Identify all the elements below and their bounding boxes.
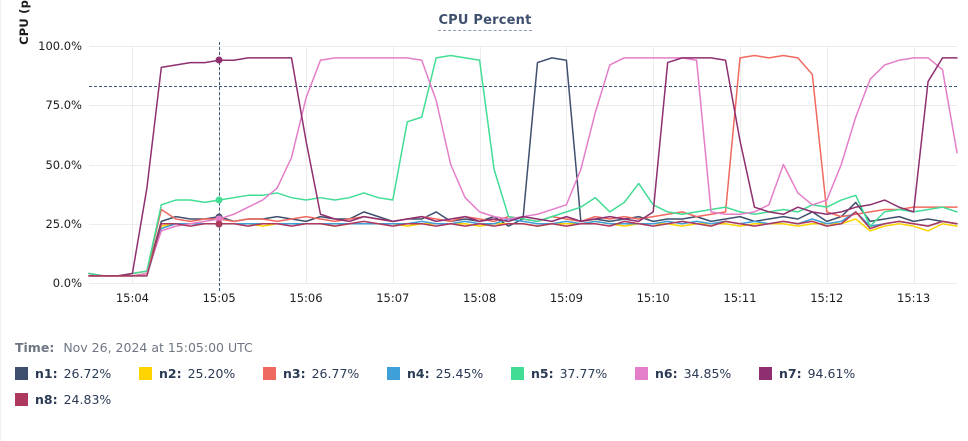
legend-series-name: n2: <box>159 366 182 381</box>
legend-item-n4[interactable]: n4: 25.45% <box>387 366 511 381</box>
legend-series-name: n5: <box>531 366 554 381</box>
legend-swatch-icon <box>15 393 28 406</box>
threshold-line <box>89 86 957 88</box>
gridline-vertical <box>826 46 828 283</box>
legend-series-name: n3: <box>283 366 306 381</box>
x-axis-tick-label: 15:08 <box>463 291 497 305</box>
legend-item-n8[interactable]: n8: 24.83% <box>15 392 139 407</box>
legend-series-value: 34.85% <box>683 366 732 381</box>
cursor-marker-n8 <box>215 220 223 228</box>
x-axis-tick-label: 15:09 <box>549 291 583 305</box>
time-label: Time: <box>15 340 55 355</box>
x-axis-tick-label: 15:10 <box>636 291 670 305</box>
x-axis-tick-label: 15:05 <box>202 291 236 305</box>
legend-swatch-icon <box>15 367 28 380</box>
legend-series-value: 37.77% <box>559 366 608 381</box>
time-row: Time: Nov 26, 2024 at 15:05:00 UTC <box>15 340 959 355</box>
cursor-marker-n5 <box>215 196 223 204</box>
legend-item-n5[interactable]: n5: 37.77% <box>511 366 635 381</box>
legend: n1: 26.72% n2: 25.20% n3: 26.77% n4: 25.45% n5: 3… <box>15 366 959 407</box>
y-axis-tick-label: 75.0% <box>45 98 82 113</box>
cursor-marker-n6 <box>215 215 223 223</box>
legend-series-name: n4: <box>407 366 430 381</box>
gridline-horizontal <box>89 46 957 47</box>
plot-area[interactable]: CPU (percentage) 0.0% 25.0% 50.0% 75.0% 100.… <box>17 0 958 305</box>
x-axis-tick-label: 15:12 <box>810 291 844 305</box>
legend-series-value: 24.83% <box>63 392 112 407</box>
legend-swatch-icon <box>139 367 152 380</box>
series-line-n8 <box>88 211 958 277</box>
x-axis-tick-label: 15:11 <box>723 291 757 305</box>
legend-swatch-icon <box>759 367 772 380</box>
x-axis-tick-label: 15:07 <box>376 291 410 305</box>
page-title: CPU Percent <box>1 13 968 31</box>
legend-swatch-icon <box>511 367 524 380</box>
legend-series-name: n8: <box>35 392 58 407</box>
gridline-vertical <box>306 46 307 283</box>
legend-swatch-icon <box>387 367 400 380</box>
time-value: Nov 26, 2024 at 15:05:00 UTC <box>63 340 253 355</box>
series-line-n3 <box>88 54 958 277</box>
y-axis-tick-label: 50.0% <box>45 157 82 172</box>
legend-item-n3[interactable]: n3: 26.77% <box>263 366 387 381</box>
gridline-vertical <box>653 46 655 283</box>
legend-swatch-icon <box>635 367 648 380</box>
legend-series-value: 26.72% <box>63 366 112 381</box>
legend-item-n2[interactable]: n2: 25.20% <box>139 366 263 381</box>
series-line-n7 <box>88 57 958 277</box>
gridline-vertical <box>913 46 915 283</box>
y-axis-tick-label: 100.0% <box>38 39 82 53</box>
gridline-horizontal <box>89 283 957 284</box>
legend-item-n6[interactable]: n6: 34.85% <box>635 366 759 381</box>
series-line-n2 <box>88 218 958 277</box>
cursor-marker-n7 <box>215 56 223 64</box>
legend-item-n7[interactable]: n7: 94.61% <box>759 366 883 381</box>
gridline-vertical <box>566 46 568 283</box>
legend-swatch-icon <box>263 367 276 380</box>
legend-series-name: n1: <box>35 366 58 381</box>
gridline-vertical <box>132 46 134 283</box>
legend-series-name: n6: <box>655 366 678 381</box>
chart-title-text: CPU Percent <box>438 13 532 31</box>
legend-series-name: n7: <box>779 366 802 381</box>
legend-series-value: 25.45% <box>435 366 484 381</box>
chart-readout: Time: Nov 26, 2024 at 15:05:00 UTC n1: 26… <box>15 340 959 407</box>
y-axis-title: CPU (percentage) <box>17 0 31 76</box>
y-axis-tick-label: 25.0% <box>45 216 82 231</box>
gridline-vertical <box>392 46 394 283</box>
gridline-horizontal <box>89 105 957 107</box>
gridline-vertical <box>479 46 481 283</box>
legend-series-value: 26.77% <box>311 366 360 381</box>
gridline-vertical <box>740 46 741 283</box>
y-axis-tick-label: 0.0% <box>52 276 82 290</box>
cursor-crosshair-line[interactable] <box>219 42 221 291</box>
x-axis-tick-label: 15:06 <box>289 291 323 305</box>
x-axis-tick-label: 15:13 <box>897 291 931 305</box>
legend-item-n1[interactable]: n1: 26.72% <box>15 366 139 381</box>
legend-series-value: 94.61% <box>807 366 856 381</box>
series-line-n1 <box>88 57 958 277</box>
gridline-horizontal <box>89 164 957 166</box>
series-line-n5 <box>88 54 958 277</box>
series-line-n6 <box>88 57 958 277</box>
series-lines <box>88 54 958 277</box>
legend-series-value: 25.20% <box>187 366 236 381</box>
x-axis-tick-label: 15:04 <box>115 291 149 305</box>
